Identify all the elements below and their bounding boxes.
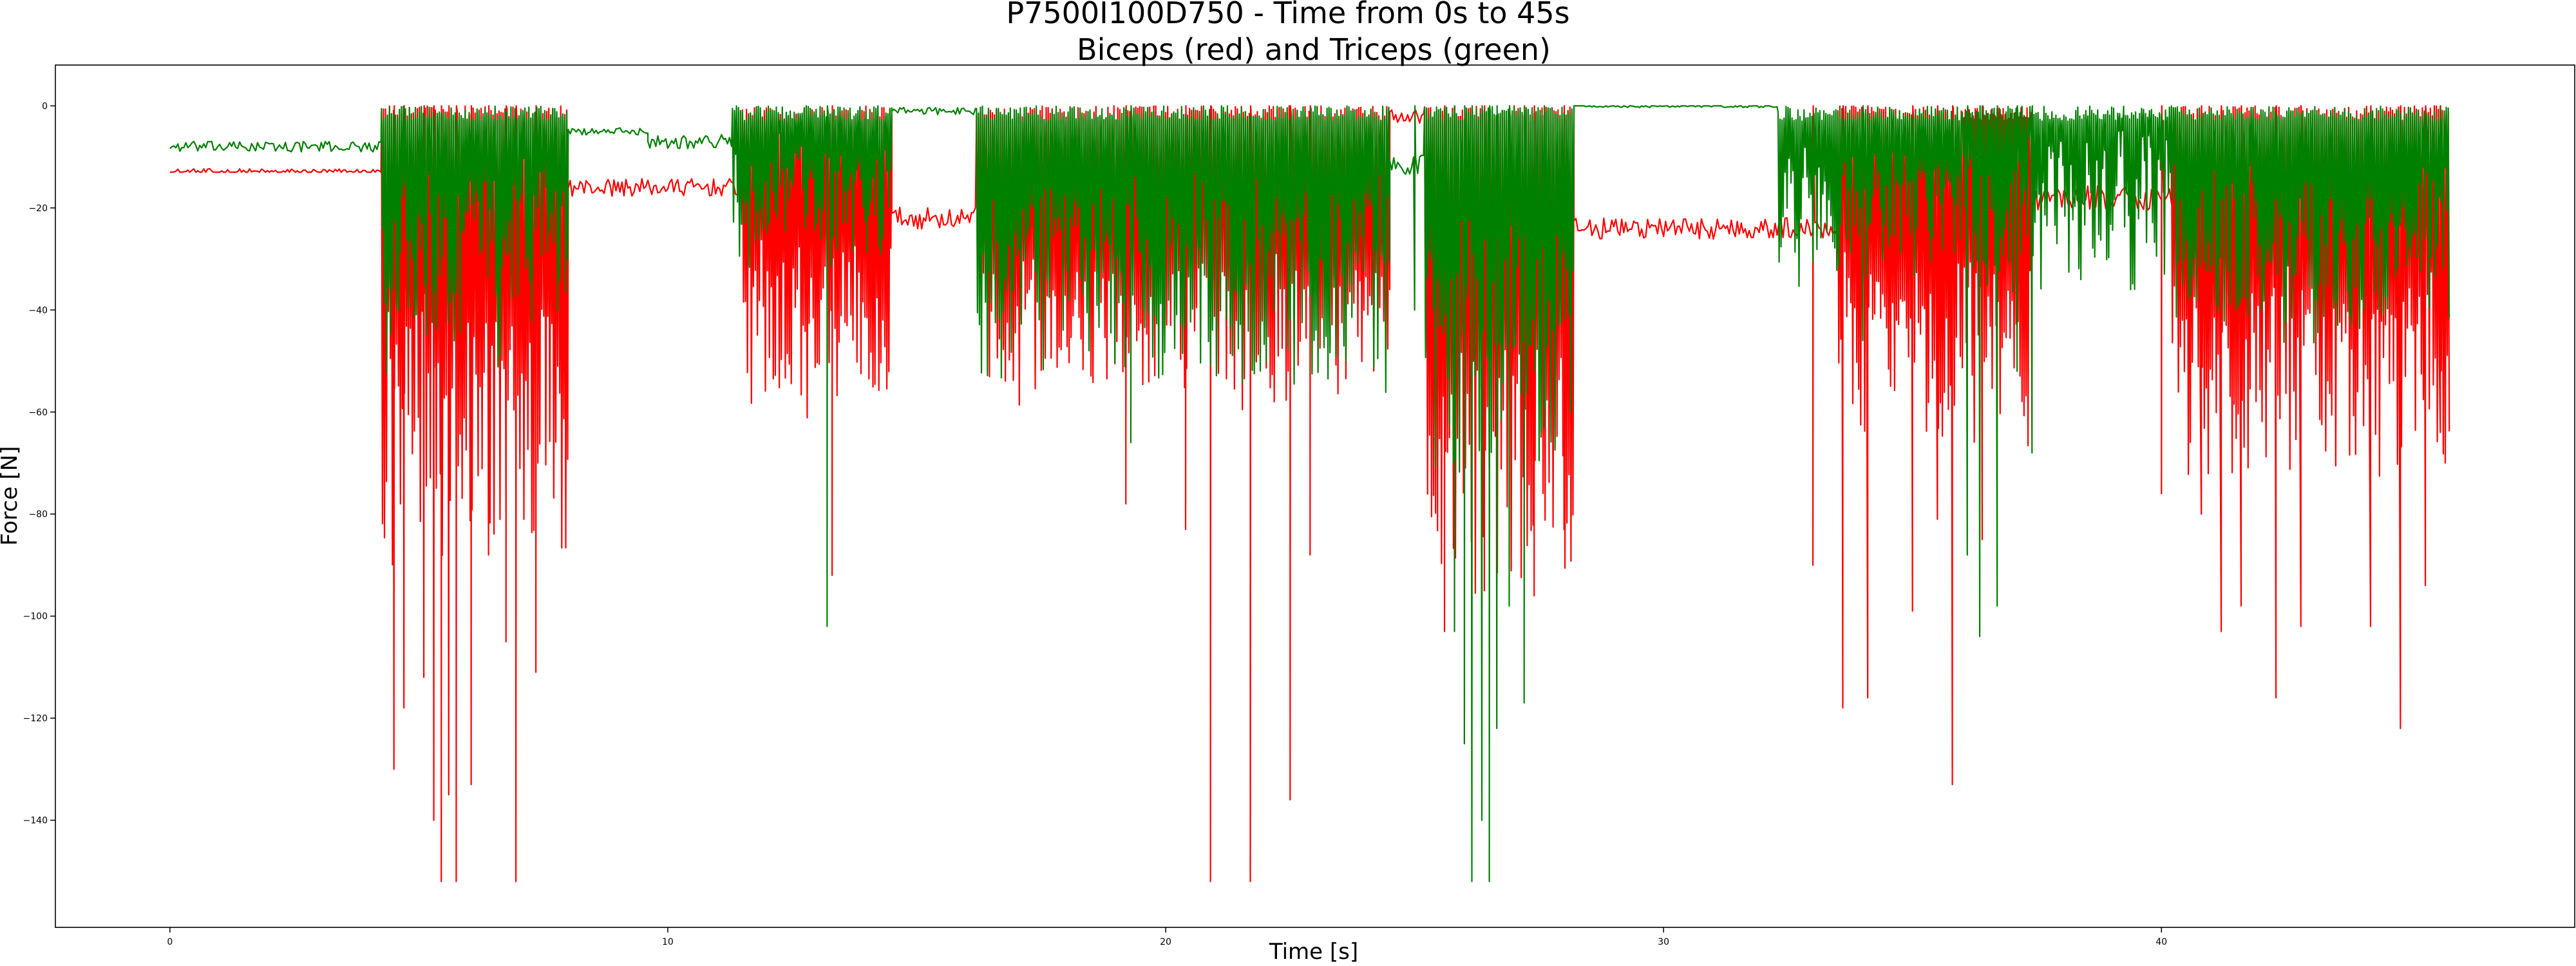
y-tick-label: −80 [28, 509, 48, 520]
x-tick-label: 10 [662, 937, 674, 947]
x-tick-label: 0 [167, 937, 173, 947]
plot-frame [55, 64, 2575, 928]
y-axis-label: Force [N] [0, 446, 23, 546]
triceps-series-line [169, 105, 2450, 882]
y-tick-label: −20 [28, 204, 48, 214]
x-axis: 0 10 20 30 40 [167, 927, 2167, 947]
y-tick-label: −140 [23, 816, 48, 826]
y-axis: 0 −20 −40 −60 −80 −100 −120 −140 [23, 101, 55, 826]
x-tick-label: 40 [2155, 937, 2167, 947]
x-tick-label: 20 [1160, 937, 1171, 947]
y-tick-label: −100 [23, 612, 48, 622]
y-tick-label: −120 [23, 714, 48, 724]
x-axis-label: Time [s] [1269, 939, 1358, 965]
chart-subtitle: Biceps (red) and Triceps (green) [1077, 32, 1551, 67]
plot-area [169, 105, 2450, 882]
x-tick-label: 30 [1658, 937, 1669, 947]
y-tick-label: −60 [28, 408, 48, 418]
chart-title: P7500I100D750 - Time from 0s to 45s [1006, 0, 1569, 30]
y-tick-label: 0 [42, 101, 48, 111]
y-tick-label: −40 [28, 305, 48, 316]
